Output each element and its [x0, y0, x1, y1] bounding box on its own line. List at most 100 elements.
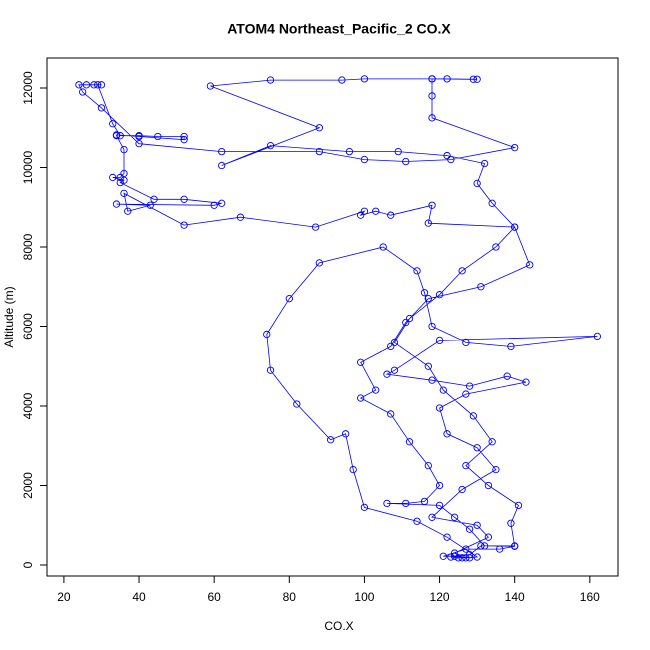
data-point — [124, 207, 132, 215]
data-point — [180, 221, 188, 229]
data-point — [135, 132, 143, 141]
data-point — [266, 76, 275, 84]
data-point — [428, 114, 436, 122]
x-tick-label: 40 — [132, 590, 146, 604]
data-point — [405, 314, 414, 323]
data-point — [372, 386, 380, 394]
data-point — [390, 366, 399, 374]
data-point — [469, 412, 478, 420]
data-point — [210, 201, 218, 209]
data-point — [458, 554, 466, 562]
y-tick-label: 10000 — [21, 150, 35, 184]
data-point — [285, 295, 293, 303]
data-point — [79, 88, 87, 96]
data-point — [360, 75, 369, 83]
data-point — [462, 338, 470, 347]
data-point — [120, 189, 128, 197]
data-point — [135, 140, 143, 148]
data-point — [218, 147, 226, 156]
data-point — [372, 207, 380, 215]
data-point — [488, 199, 496, 207]
x-axis-label: CO.X — [324, 619, 353, 633]
data-point — [462, 390, 470, 398]
data-point — [180, 136, 188, 144]
data-point — [496, 545, 504, 553]
data-point — [443, 533, 451, 541]
data-point — [180, 132, 188, 141]
data-point — [82, 81, 91, 89]
data-point — [154, 132, 162, 141]
data-point — [435, 291, 444, 299]
data-point — [484, 481, 493, 490]
data-point — [357, 211, 365, 219]
data-point — [146, 201, 154, 209]
data-point — [473, 521, 481, 529]
data-point — [428, 322, 436, 331]
data-point — [473, 75, 481, 83]
data-point — [206, 82, 215, 90]
data-point — [218, 199, 226, 207]
data-point — [526, 261, 534, 269]
y-tick-label: 12000 — [21, 71, 35, 105]
data-point — [439, 552, 447, 560]
data-point — [357, 358, 365, 366]
data-point — [488, 438, 496, 446]
data-point — [383, 499, 391, 508]
data-point — [112, 200, 121, 208]
data-point — [383, 370, 391, 378]
data-point — [120, 145, 128, 154]
data-point — [439, 386, 447, 394]
data-point — [360, 503, 369, 512]
data-point — [263, 330, 271, 339]
y-tick-label: 6000 — [21, 313, 35, 340]
x-tick-label: 100 — [354, 590, 374, 604]
data-point — [315, 124, 324, 132]
data-point — [435, 404, 444, 412]
data-point — [458, 267, 466, 275]
data-point — [293, 400, 301, 408]
y-tick-label: 2000 — [21, 472, 35, 499]
data-point — [435, 481, 444, 490]
data-point — [387, 410, 395, 418]
data-point — [413, 517, 421, 525]
data-point — [462, 461, 470, 470]
y-tick-label: 0 — [21, 561, 35, 568]
y-tick-label: 4000 — [21, 392, 35, 419]
data-point — [109, 120, 117, 128]
data-point — [90, 81, 98, 89]
data-point — [435, 336, 444, 345]
data-point — [462, 545, 470, 553]
x-tick-label: 60 — [207, 590, 221, 604]
data-point — [341, 430, 350, 438]
data-point — [424, 219, 432, 227]
data-point — [450, 549, 459, 557]
data-point — [511, 542, 519, 550]
data-point — [443, 430, 451, 438]
x-tick-label: 80 — [283, 590, 297, 604]
data-point — [109, 173, 117, 182]
data-point — [405, 438, 414, 446]
data-point — [315, 147, 324, 156]
data-point — [477, 542, 485, 550]
data-point — [75, 81, 83, 89]
data-point — [465, 382, 474, 390]
data-point — [180, 195, 188, 203]
data-point — [311, 223, 320, 231]
data-point — [477, 283, 485, 291]
data-point — [469, 75, 478, 83]
data-point — [484, 533, 493, 541]
data-point — [465, 551, 474, 559]
data-point — [428, 513, 436, 521]
data-point — [492, 465, 500, 474]
data-point — [349, 465, 357, 474]
data-point — [424, 362, 432, 370]
y-tick-label: 8000 — [21, 233, 35, 260]
data-line — [78, 78, 598, 559]
data-point — [218, 161, 226, 170]
chart-title: ATOM4 Northeast_Pacific_2 CO.X — [227, 21, 451, 37]
data-point — [473, 553, 481, 561]
data-point — [492, 243, 500, 251]
data-point — [116, 132, 124, 140]
data-point — [424, 461, 432, 470]
data-point — [424, 295, 432, 303]
